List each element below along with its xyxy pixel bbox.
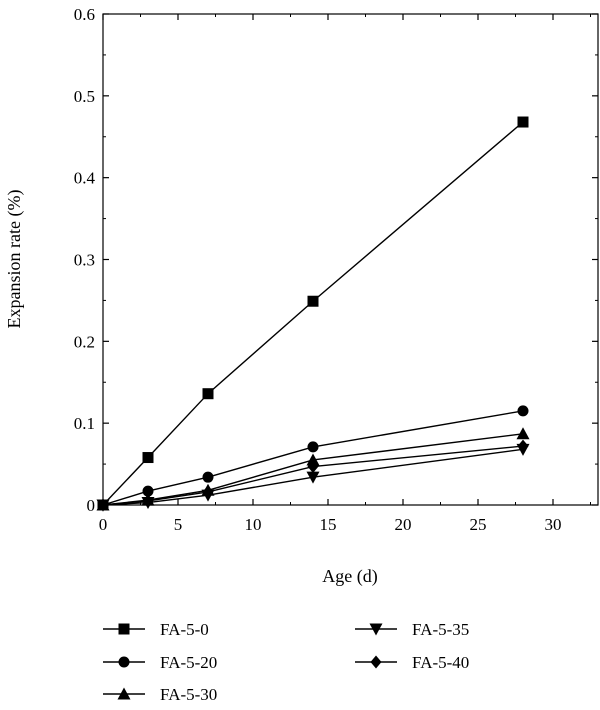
y-tick-label: 0.2 <box>74 332 95 351</box>
legend-entry: FA-5-0 <box>103 620 209 639</box>
data-point <box>307 460 319 474</box>
x-tick-label: 25 <box>470 515 487 534</box>
data-point <box>306 453 320 466</box>
y-axis-title: Expansion rate (%) <box>4 190 25 329</box>
legend-marker <box>370 655 382 669</box>
data-point <box>517 439 529 453</box>
data-point <box>202 471 214 483</box>
series-layer <box>96 116 530 512</box>
data-point <box>202 485 214 499</box>
data-point <box>142 485 154 497</box>
data-point <box>97 498 109 512</box>
data-point <box>142 452 154 464</box>
data-point <box>307 441 319 453</box>
y-tick-label: 0 <box>87 496 96 515</box>
legend-marker <box>118 656 130 668</box>
data-point <box>517 405 529 417</box>
legend-entry: FA-5-20 <box>103 653 217 672</box>
x-axis-ticks: 0 5 10 15 20 25 30 <box>99 14 591 534</box>
data-point <box>306 471 320 484</box>
y-tick-label: 0.1 <box>74 414 95 433</box>
y-tick-label: 0.5 <box>74 87 95 106</box>
y-tick-label: 0.4 <box>74 169 96 188</box>
legend-label: FA-5-40 <box>412 653 469 672</box>
legend-entry: FA-5-40 <box>355 653 469 672</box>
y-tick-label: 0.3 <box>74 251 95 270</box>
legend-marker <box>369 623 383 636</box>
data-point <box>516 427 530 440</box>
series-fa-5-40 <box>97 439 529 512</box>
legend: FA-5-0 FA-5-20 FA-5-30 FA-5-35 FA-5-40 <box>103 620 469 704</box>
x-tick-label: 10 <box>245 515 262 534</box>
legend-label: FA-5-30 <box>160 685 217 704</box>
data-point <box>517 116 529 128</box>
data-point <box>202 388 214 400</box>
legend-label: FA-5-35 <box>412 620 469 639</box>
x-axis-title: Age (d) <box>322 566 377 587</box>
legend-marker <box>117 687 131 700</box>
legend-label: FA-5-20 <box>160 653 217 672</box>
legend-label: FA-5-0 <box>160 620 209 639</box>
data-point <box>307 295 319 307</box>
x-tick-label: 20 <box>395 515 412 534</box>
legend-marker <box>118 623 130 635</box>
x-tick-label: 0 <box>99 515 108 534</box>
x-tick-label: 15 <box>320 515 337 534</box>
data-point <box>142 494 154 508</box>
legend-entry: FA-5-35 <box>355 620 469 639</box>
x-tick-label: 30 <box>545 515 562 534</box>
y-tick-label: 0.6 <box>74 5 95 24</box>
y-axis-ticks: 0 0.1 0.2 0.3 0.4 0.5 0.6 <box>74 5 598 515</box>
legend-entry: FA-5-30 <box>103 685 217 704</box>
x-tick-label: 5 <box>174 515 183 534</box>
